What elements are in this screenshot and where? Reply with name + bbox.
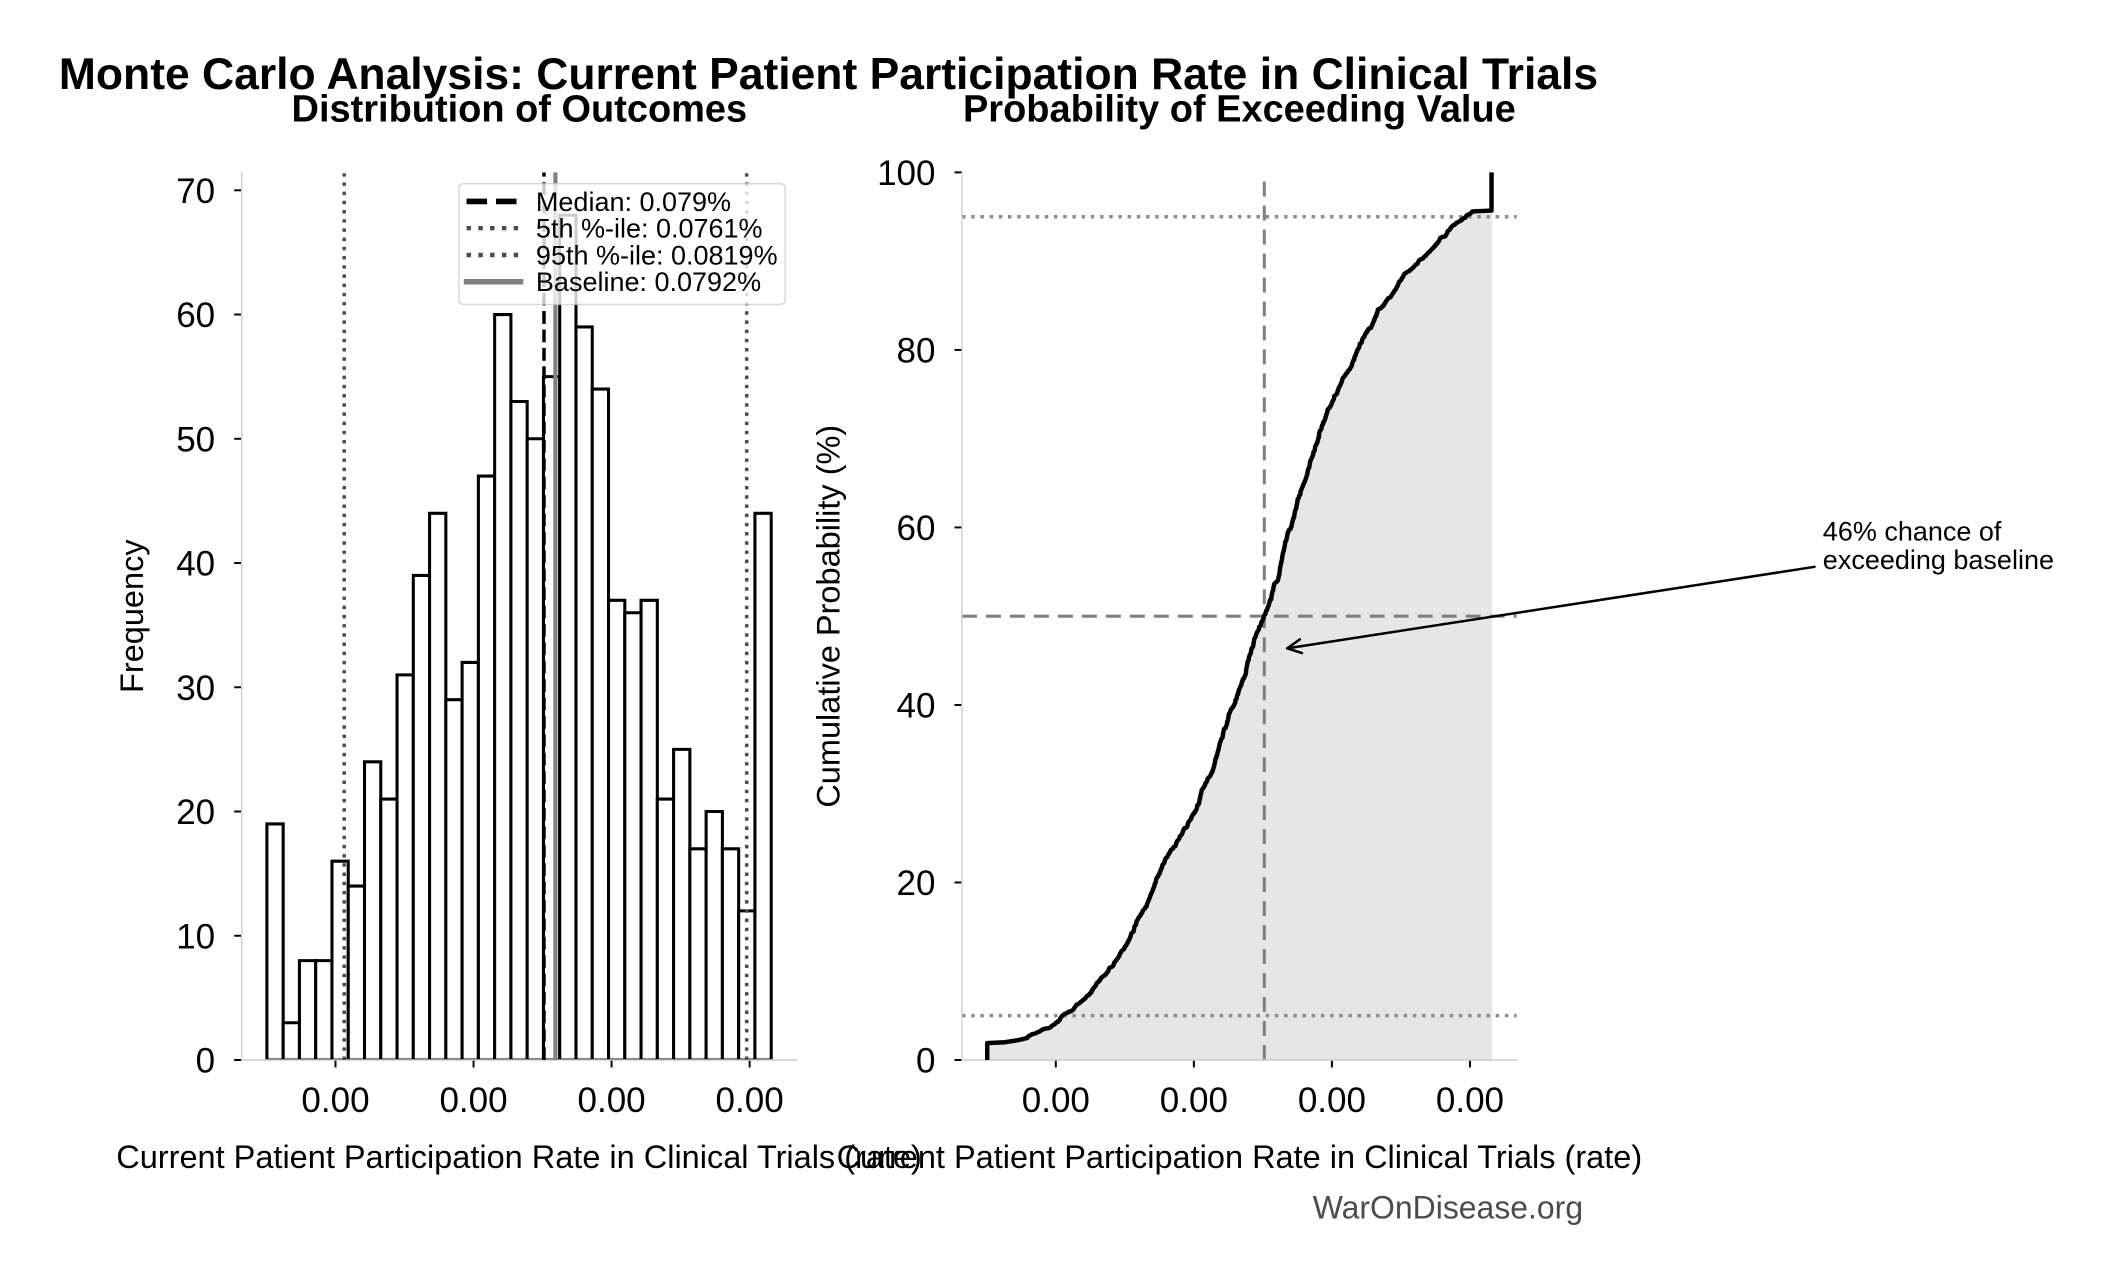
svg-text:Baseline: 0.0792%: Baseline: 0.0792% bbox=[536, 267, 761, 297]
svg-text:0.00: 0.00 bbox=[578, 1081, 646, 1120]
svg-text:10: 10 bbox=[176, 917, 215, 956]
svg-text:70: 70 bbox=[176, 172, 215, 211]
svg-text:Monte Carlo Analysis: Current: Monte Carlo Analysis: Current Patient Pa… bbox=[59, 50, 1598, 99]
svg-text:Median: 0.079%: Median: 0.079% bbox=[536, 187, 731, 217]
svg-text:46% chance of: 46% chance of bbox=[1823, 517, 2002, 547]
svg-text:40: 40 bbox=[176, 545, 215, 584]
svg-text:Probability of Exceeding Value: Probability of Exceeding Value bbox=[963, 88, 1516, 130]
svg-text:100: 100 bbox=[877, 154, 935, 193]
svg-text:60: 60 bbox=[176, 296, 215, 335]
svg-text:0.00: 0.00 bbox=[1436, 1081, 1504, 1120]
svg-text:0.00: 0.00 bbox=[439, 1081, 507, 1120]
svg-text:0: 0 bbox=[196, 1042, 215, 1081]
svg-text:5th %-ile: 0.0761%: 5th %-ile: 0.0761% bbox=[536, 214, 763, 244]
svg-text:0.00: 0.00 bbox=[301, 1081, 369, 1120]
svg-text:Cumulative Probability (%): Cumulative Probability (%) bbox=[811, 425, 847, 808]
svg-text:exceeding baseline: exceeding baseline bbox=[1823, 545, 2054, 575]
svg-text:Current Patient Participation: Current Patient Participation Rate in Cl… bbox=[116, 1139, 922, 1175]
svg-text:20: 20 bbox=[176, 793, 215, 832]
svg-text:Distribution of Outcomes: Distribution of Outcomes bbox=[292, 88, 748, 130]
svg-text:Current Patient Participation: Current Patient Participation Rate in Cl… bbox=[837, 1139, 1643, 1175]
svg-text:50: 50 bbox=[176, 420, 215, 459]
svg-text:60: 60 bbox=[897, 509, 936, 548]
svg-text:0: 0 bbox=[916, 1042, 935, 1081]
svg-text:Frequency: Frequency bbox=[114, 539, 150, 693]
svg-text:0.00: 0.00 bbox=[1022, 1081, 1090, 1120]
svg-text:95th %-ile: 0.0819%: 95th %-ile: 0.0819% bbox=[536, 240, 778, 270]
svg-text:40: 40 bbox=[897, 687, 936, 726]
svg-text:WarOnDisease.org: WarOnDisease.org bbox=[1313, 1190, 1583, 1226]
svg-text:0.00: 0.00 bbox=[1298, 1081, 1366, 1120]
svg-text:0.00: 0.00 bbox=[716, 1081, 784, 1120]
svg-text:20: 20 bbox=[897, 864, 936, 903]
svg-text:0.00: 0.00 bbox=[1160, 1081, 1228, 1120]
svg-text:30: 30 bbox=[176, 669, 215, 708]
svg-text:80: 80 bbox=[897, 332, 936, 371]
